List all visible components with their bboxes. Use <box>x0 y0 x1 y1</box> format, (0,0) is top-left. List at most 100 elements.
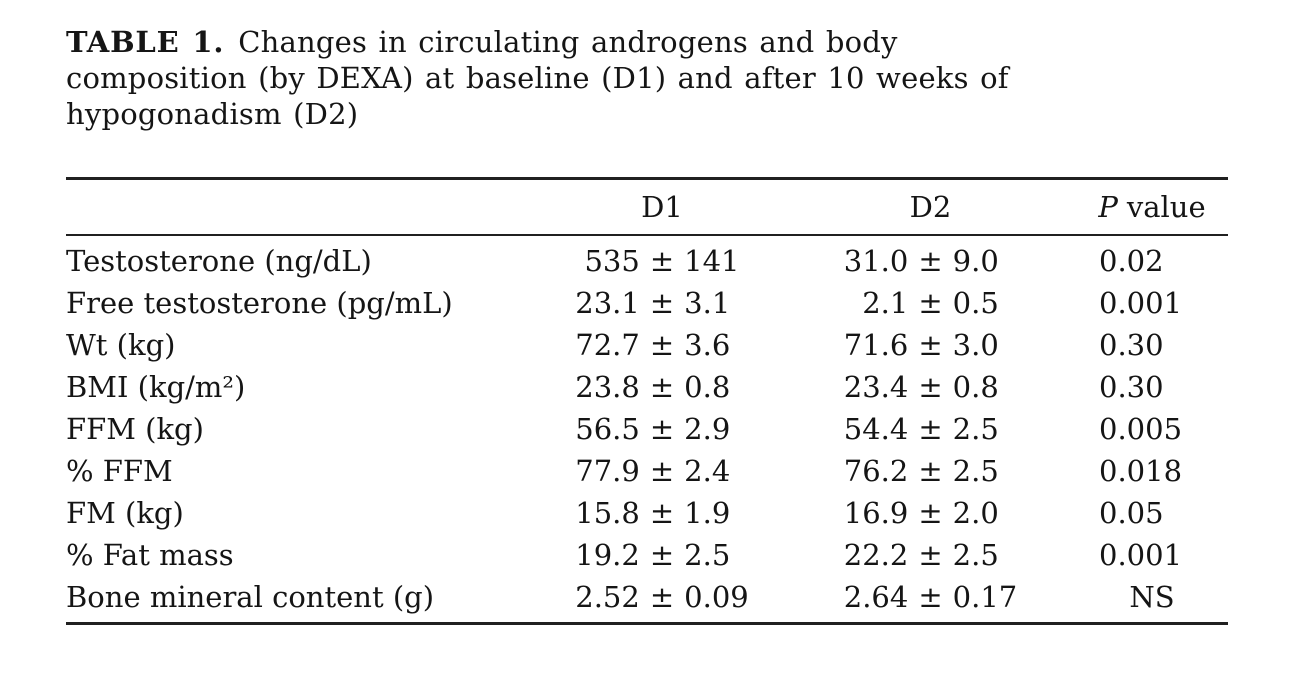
table-row: % Fat mass 19.2 ±2.5 22.2 ±2.5 0.001 <box>66 534 1228 576</box>
plus-minus-symbol: ± <box>649 454 675 488</box>
d1-value-cell: 23.8 ±0.8 <box>541 370 783 404</box>
p-value-cell: 0.001 <box>1078 538 1226 572</box>
d2-sd: 2.5 <box>952 412 999 446</box>
d2-mean: 31.0 <box>843 244 909 278</box>
d2-sd: 0.17 <box>952 580 1018 614</box>
d2-mean: 54.4 <box>843 412 909 446</box>
row-label: % FFM <box>66 454 173 488</box>
header-d1: D1 <box>641 190 683 224</box>
d1-sd: 1.9 <box>684 496 731 530</box>
plus-minus-symbol: ± <box>649 538 675 572</box>
p-value-text: 0.001 <box>1099 286 1183 320</box>
row-label: Testosterone (ng/dL) <box>66 244 372 278</box>
d2-value-cell: 54.4 ±2.5 <box>783 412 1078 446</box>
caption-line-1: TABLE 1. Changes in circulating androgens… <box>66 24 1300 60</box>
p-value-header-rest: value <box>1126 190 1206 224</box>
table-row: Wt (kg) 72.7 ±3.6 71.6 ±3.0 0.30 <box>66 324 1228 366</box>
d1-sd: 0.8 <box>684 370 731 404</box>
p-value-cell: 0.30 <box>1078 370 1226 404</box>
d1-value-cell: 77.9 ±2.4 <box>541 454 783 488</box>
plus-minus-symbol: ± <box>649 328 675 362</box>
table-number-label: TABLE 1. <box>66 25 225 59</box>
table-row: Free testosterone (pg/mL) 23.1 ±3.1 2.1 ±0… <box>66 282 1228 324</box>
d2-value-cell: 22.2 ±2.5 <box>783 538 1078 572</box>
plus-minus-symbol: ± <box>649 580 675 614</box>
d1-mean: 23.8 <box>575 370 640 404</box>
d1-mean: 15.8 <box>575 496 640 530</box>
plus-minus-symbol: ± <box>649 496 675 530</box>
d2-value-cell: 71.6 ±3.0 <box>783 328 1078 362</box>
caption-text-1: Changes in circulating androgens and bod… <box>238 25 898 59</box>
p-value-cell: 0.05 <box>1078 496 1226 530</box>
row-label: FM (kg) <box>66 496 184 530</box>
d2-sd: 2.5 <box>952 538 999 572</box>
d2-sd: 2.5 <box>952 454 999 488</box>
d1-sd: 2.4 <box>684 454 731 488</box>
p-value-text: 0.30 <box>1099 370 1164 404</box>
d1-sd: 141 <box>684 244 740 278</box>
d2-sd: 0.8 <box>952 370 999 404</box>
header-d2: D2 <box>909 190 952 224</box>
d1-mean: 72.7 <box>575 328 640 362</box>
p-value-cell: 0.30 <box>1078 328 1226 362</box>
p-value-text: 0.30 <box>1099 328 1164 362</box>
table-row: % FFM 77.9 ±2.4 76.2 ±2.5 0.018 <box>66 450 1228 492</box>
d2-value-cell: 2.1 ±0.5 <box>783 286 1078 320</box>
paper-page: TABLE 1. Changes in circulating androgens… <box>66 24 1300 625</box>
d1-sd: 2.5 <box>684 538 731 572</box>
plus-minus-symbol: ± <box>918 454 943 488</box>
d1-sd: 3.1 <box>684 286 731 320</box>
p-value-cell: NS <box>1078 580 1226 614</box>
d2-sd: 3.0 <box>952 328 999 362</box>
p-value-text: 0.05 <box>1099 496 1164 530</box>
d1-mean: 23.1 <box>575 286 640 320</box>
d1-mean: 535 <box>584 244 640 278</box>
plus-minus-symbol: ± <box>918 496 943 530</box>
table-row: Testosterone (ng/dL) 535 ±141 31.0 ±9.0 0.… <box>66 240 1228 282</box>
d2-mean: 16.9 <box>843 496 909 530</box>
p-value-text: 0.001 <box>1099 538 1183 572</box>
table-row: BMI (kg/m²) 23.8 ±0.8 23.4 ±0.8 0.30 <box>66 366 1228 408</box>
plus-minus-symbol: ± <box>918 538 943 572</box>
p-value-cell: 0.02 <box>1078 244 1226 278</box>
d1-sd: 0.09 <box>684 580 749 614</box>
d2-value-cell: 76.2 ±2.5 <box>783 454 1078 488</box>
d2-mean: 71.6 <box>843 328 909 362</box>
p-value-cell: 0.018 <box>1078 454 1226 488</box>
d2-mean: 23.4 <box>843 370 909 404</box>
d1-value-cell: 19.2 ±2.5 <box>541 538 783 572</box>
d2-mean: 2.1 <box>862 286 909 320</box>
plus-minus-symbol: ± <box>649 412 675 446</box>
d2-value-cell: 31.0 ±9.0 <box>783 244 1078 278</box>
p-value-text: 0.005 <box>1099 412 1183 446</box>
d2-value-cell: 2.64 ±0.17 <box>783 580 1078 614</box>
table-row: Bone mineral content (g) 2.52 ±0.09 2.64 ±… <box>66 576 1228 618</box>
p-value-text: 0.018 <box>1099 454 1183 488</box>
d1-value-cell: 2.52 ±0.09 <box>541 580 783 614</box>
row-label: Bone mineral content (g) <box>66 580 435 614</box>
d2-sd: 2.0 <box>952 496 999 530</box>
plus-minus-symbol: ± <box>649 244 675 278</box>
row-label: FFM (kg) <box>66 412 204 446</box>
d1-mean: 19.2 <box>575 538 640 572</box>
plus-minus-symbol: ± <box>918 286 943 320</box>
d1-sd: 3.6 <box>684 328 731 362</box>
plus-minus-symbol: ± <box>918 580 943 614</box>
d2-mean: 22.2 <box>843 538 909 572</box>
d2-mean: 76.2 <box>843 454 909 488</box>
d1-value-cell: 72.7 ±3.6 <box>541 328 783 362</box>
d1-value-cell: 23.1 ±3.1 <box>541 286 783 320</box>
d1-value-cell: 535 ±141 <box>541 244 783 278</box>
plus-minus-symbol: ± <box>649 286 675 320</box>
d2-sd: 9.0 <box>952 244 999 278</box>
p-value-text: 0.02 <box>1099 244 1164 278</box>
plus-minus-symbol: ± <box>918 370 943 404</box>
caption-line-2: composition (by DEXA) at baseline (D1) a… <box>66 61 1009 95</box>
row-label: Free testosterone (pg/mL) <box>66 286 453 320</box>
table-caption: TABLE 1. Changes in circulating androgens… <box>66 24 1300 132</box>
row-label: % Fat mass <box>66 538 234 572</box>
d1-mean: 2.52 <box>575 580 640 614</box>
